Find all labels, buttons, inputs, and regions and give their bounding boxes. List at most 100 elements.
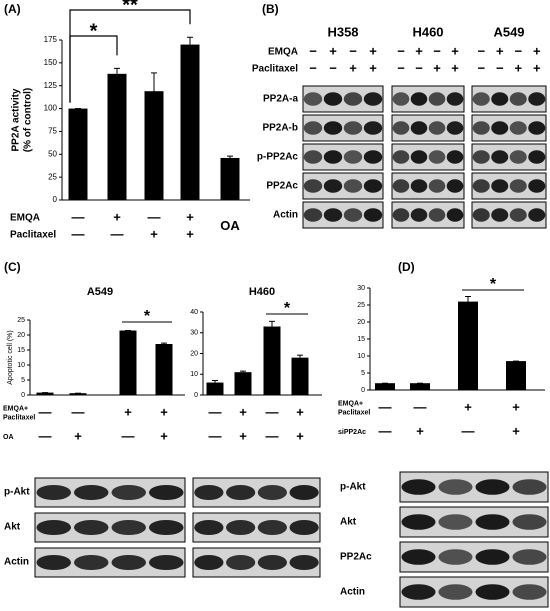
condition-sign: + (433, 60, 441, 75)
condition-sign: + (349, 60, 357, 75)
condition-sign: + (496, 43, 504, 58)
blot-band (446, 208, 464, 222)
blot-row-label: Akt (340, 517, 357, 528)
condition-label: Paclitaxel (338, 409, 370, 416)
condition-sign: + (329, 43, 337, 58)
blot-band (491, 208, 509, 222)
bar (119, 330, 137, 395)
blot-band (528, 150, 546, 164)
blot-band (512, 514, 547, 530)
blot-band (410, 208, 428, 222)
condition-sign: − (397, 60, 405, 75)
condition-label: siPP2Ac (338, 429, 366, 436)
y-tick-label: 0 (361, 387, 365, 394)
blot-row-label: PP2Ac (340, 552, 372, 563)
blot-band (475, 549, 510, 565)
blot-band (363, 179, 383, 193)
blot-band (194, 554, 224, 571)
panel-label: (C) (4, 260, 21, 274)
condition-sign: − (309, 43, 317, 58)
y-tick-label: 175 (44, 35, 58, 44)
y-tick-label: 0 (21, 392, 25, 399)
blot-band (472, 208, 490, 222)
blot-row-label: p-Akt (340, 482, 366, 493)
panel-label: (A) (4, 2, 21, 16)
significance-label: * (90, 20, 98, 42)
y-axis-label: Apoptotic cell (%) (7, 330, 14, 384)
blot-band (438, 549, 473, 565)
blot-band (392, 92, 410, 106)
bar (410, 383, 430, 390)
blot-band (446, 150, 464, 164)
blot-band (149, 554, 184, 571)
blot-band (257, 519, 287, 536)
bar (68, 108, 88, 200)
blot-row-label: PP2A-a (263, 94, 298, 105)
y-tick-label: 0 (53, 195, 58, 204)
blot-row-label: p-PP2Ac (257, 152, 299, 163)
blot-band (74, 519, 109, 536)
blot-row-label: Actin (340, 587, 365, 598)
blot-band (438, 479, 473, 495)
blot-band (401, 479, 436, 495)
y-tick-label: 15 (17, 347, 25, 354)
condition-sign: − (329, 60, 337, 75)
blot-band (475, 584, 510, 600)
blot-band (343, 179, 363, 193)
condition-sign: — (122, 428, 135, 443)
condition-sign: + (160, 404, 168, 419)
bar (155, 344, 173, 395)
condition-sign: + (186, 226, 194, 241)
condition-sign: − (514, 43, 522, 58)
blot-band (343, 208, 363, 222)
condition-label: Paclitaxel (3, 414, 35, 421)
blot-band (74, 484, 109, 501)
condition-sign: — (379, 399, 392, 414)
blot-band (438, 514, 473, 530)
blot-band (392, 121, 410, 135)
blot-band (428, 179, 446, 193)
y-tick-label: 5 (21, 377, 25, 384)
condition-sign: + (369, 60, 377, 75)
blot-band (509, 121, 527, 135)
blot-band (257, 554, 287, 571)
condition-label: EMQA+ (3, 405, 28, 412)
bar (220, 157, 240, 200)
blot-band (363, 121, 383, 135)
condition-sign: − (309, 60, 317, 75)
blot-band (410, 179, 428, 193)
blot-band (528, 92, 546, 106)
y-tick-label: 30 (190, 330, 198, 337)
blot-band (303, 92, 323, 106)
condition-sign: — (111, 226, 124, 241)
y-axis-label: PP2A activity (11, 88, 22, 151)
blot-band (438, 584, 473, 600)
y-tick-label: 10 (17, 362, 25, 369)
blot-band (491, 92, 509, 106)
blot-band (446, 92, 464, 106)
blot-band (472, 150, 490, 164)
condition-sign: — (39, 404, 52, 419)
blot-band (401, 584, 436, 600)
blot-row-label: Actin (4, 557, 29, 568)
chart-title: A549 (87, 286, 113, 298)
blot-band (36, 484, 71, 501)
blot-band (303, 150, 323, 164)
blot-band (410, 150, 428, 164)
blot-band (194, 519, 224, 536)
y-axis-label: (% of control) (23, 88, 34, 152)
blot-band (36, 554, 71, 571)
significance-label: * (144, 308, 151, 325)
condition-sign: + (451, 60, 459, 75)
blot-band (226, 519, 256, 536)
condition-sign: — (266, 404, 279, 419)
condition-sign: − (349, 43, 357, 58)
condition-sign: − (397, 43, 405, 58)
y-tick-label: 10 (357, 353, 365, 360)
blot-band (472, 179, 490, 193)
blot-band (528, 208, 546, 222)
blot-band (512, 549, 547, 565)
blot-band (491, 150, 509, 164)
condition-sign: − (477, 43, 485, 58)
condition-sign: + (514, 60, 522, 75)
